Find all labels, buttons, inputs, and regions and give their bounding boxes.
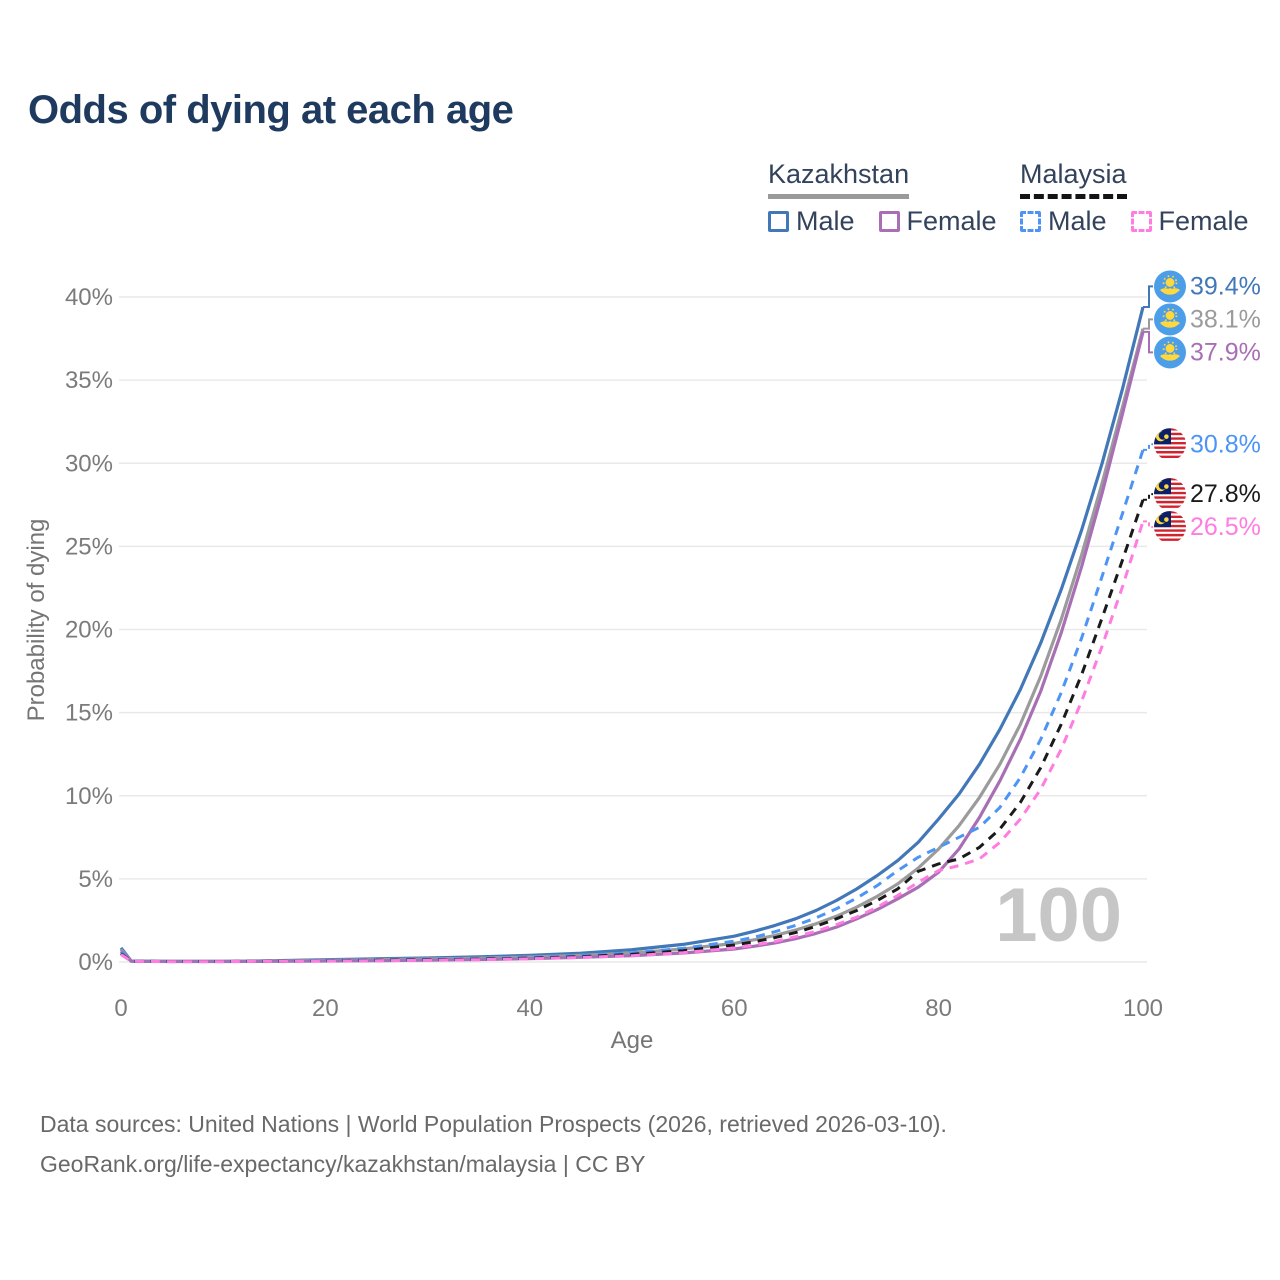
legend-swatch-kazakhstan-female[interactable] [878,210,900,232]
series-line-kazakhstan-female[interactable] [119,331,1145,964]
age-watermark: 100 [995,873,1122,958]
series-line-malaysia-female[interactable] [120,520,1145,964]
footer: Data sources: United Nations | World Pop… [40,1104,947,1184]
legend-country-malaysia[interactable]: Malaysia [1020,159,1127,199]
y-tick-label: 30% [65,450,113,477]
end-label-connector-malaysia-both [1143,493,1153,501]
y-tick-label: 40% [65,284,113,311]
footer-data-sources: Data sources: United Nations | World Pop… [40,1111,947,1137]
page-title: Odds of dying at each age [28,88,514,132]
end-label-kazakhstan-male: 39.4% [1190,272,1261,300]
kazakhstan-flag-icon [1153,269,1187,304]
end-label-connector-malaysia-female [1143,520,1153,529]
legend-entries-malaysia: Male Female [1020,205,1273,236]
kazakhstan-flag-icon [1153,335,1187,370]
end-label-connector-kazakhstan-male [1143,285,1153,308]
legend-swatch-malaysia-female[interactable] [1130,210,1152,232]
y-tick-label: 25% [65,533,113,560]
x-tick-label: 0 [114,995,127,1022]
series-lines [119,306,1145,964]
x-tick-label: 100 [1123,995,1163,1022]
end-label-malaysia-male: 30.8% [1190,430,1261,458]
legend-group-kazakhstan: Kazakhstan Male Female [768,159,1021,236]
y-tick-label: 10% [65,783,113,810]
x-tick-label: 80 [925,995,952,1022]
y-tick-label: 0% [78,949,113,976]
end-labels: 39.4% 38.1% 37.9% 30.8% 27.8% 26.5% [1143,269,1261,543]
y-axis-label: Probability of dying [23,519,50,722]
end-label-connector-kazakhstan-both [1143,318,1153,330]
end-label-kazakhstan-both: 38.1% [1190,305,1261,333]
series-line-kazakhstan-both[interactable] [119,328,1145,964]
legend-label-kazakhstan-male[interactable]: Male [796,205,855,236]
footer-source-url[interactable]: GeoRank.org/life-expectancy/kazakhstan/m… [40,1151,646,1177]
legend-label-kazakhstan-female[interactable]: Female [906,205,997,236]
end-label-kazakhstan-female: 37.9% [1190,338,1261,366]
y-tick-label: 35% [65,367,113,394]
legend-group-malaysia: Malaysia Male Female [1020,159,1273,236]
malaysia-flag-icon [1154,478,1186,510]
legend-swatch-malaysia-male[interactable] [1020,210,1041,232]
series-line-malaysia-both[interactable] [120,499,1145,963]
x-tick-label: 40 [516,995,543,1022]
end-label-malaysia-both: 27.8% [1190,480,1261,508]
end-label-malaysia-female: 26.5% [1190,513,1261,541]
axis-ticks: 0% 5% 10% 15% 20% 25% 30% 35% 40% 0 20 40 60 80 100 [65,284,1163,1022]
x-axis-label: Age [611,1027,654,1054]
y-tick-label: 15% [65,700,113,727]
series-line-kazakhstan-male[interactable] [119,306,1145,963]
kazakhstan-flag-icon [1153,302,1187,337]
series-line-malaysia-male[interactable] [119,449,1145,963]
legend-swatch-kazakhstan-male[interactable] [768,210,789,232]
legend-label-malaysia-female[interactable]: Female [1158,205,1249,236]
x-tick-label: 60 [721,995,748,1022]
legend-entries-kazakhstan: Male Female [768,205,1021,236]
y-tick-label: 5% [78,866,113,893]
malaysia-flag-icon [1154,428,1186,460]
y-tick-label: 20% [65,617,113,644]
end-label-connector-malaysia-male [1143,443,1153,451]
end-label-connector-kazakhstan-female [1143,330,1153,354]
legend-country-kazakhstan[interactable]: Kazakhstan [768,159,910,199]
malaysia-flag-icon [1154,511,1186,543]
legend-label-malaysia-male[interactable]: Male [1048,205,1107,236]
gridlines [119,296,1147,963]
x-tick-label: 20 [312,995,339,1022]
